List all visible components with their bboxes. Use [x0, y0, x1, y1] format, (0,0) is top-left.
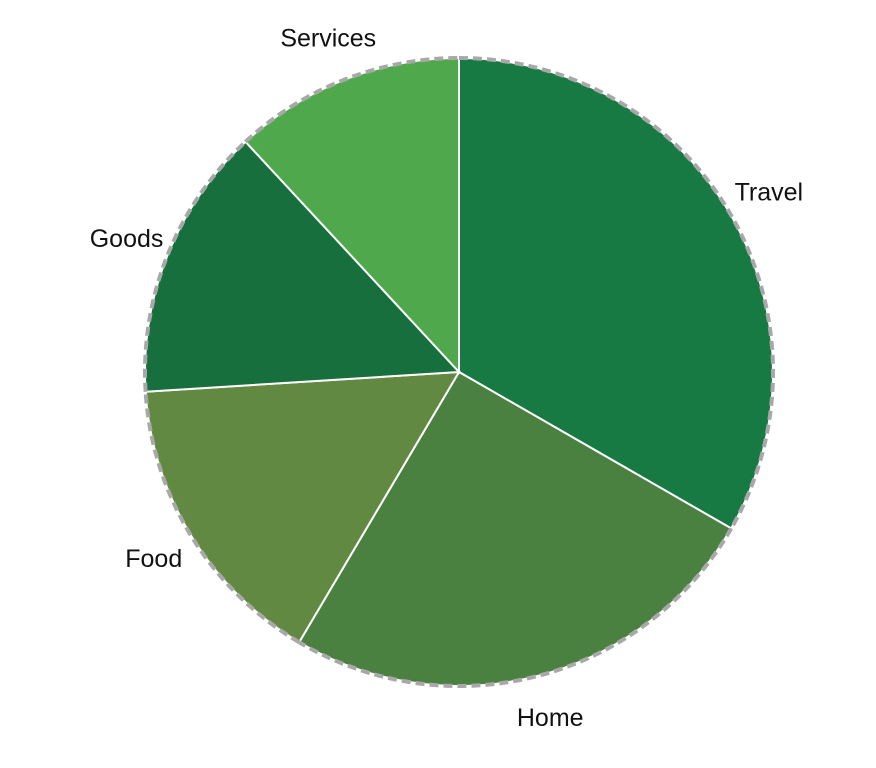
pie-label-goods: Goods: [90, 225, 164, 253]
pie-outline: [143, 56, 775, 688]
pie-labels: Travel Home Food Goods Services: [90, 25, 803, 732]
pie-label-services: Services: [280, 25, 376, 53]
pie-label-home: Home: [517, 704, 584, 732]
pie-slice-goods: [144, 140, 462, 393]
pie-outline-home: [298, 527, 733, 688]
pie-label-food: Food: [125, 545, 182, 573]
pie-slices: [144, 56, 774, 687]
pie-label-travel: Travel: [735, 179, 804, 207]
pie-outline-travel: [458, 56, 775, 530]
pie-outline-services: [244, 56, 460, 144]
pie-outline-goods: [143, 140, 247, 392]
